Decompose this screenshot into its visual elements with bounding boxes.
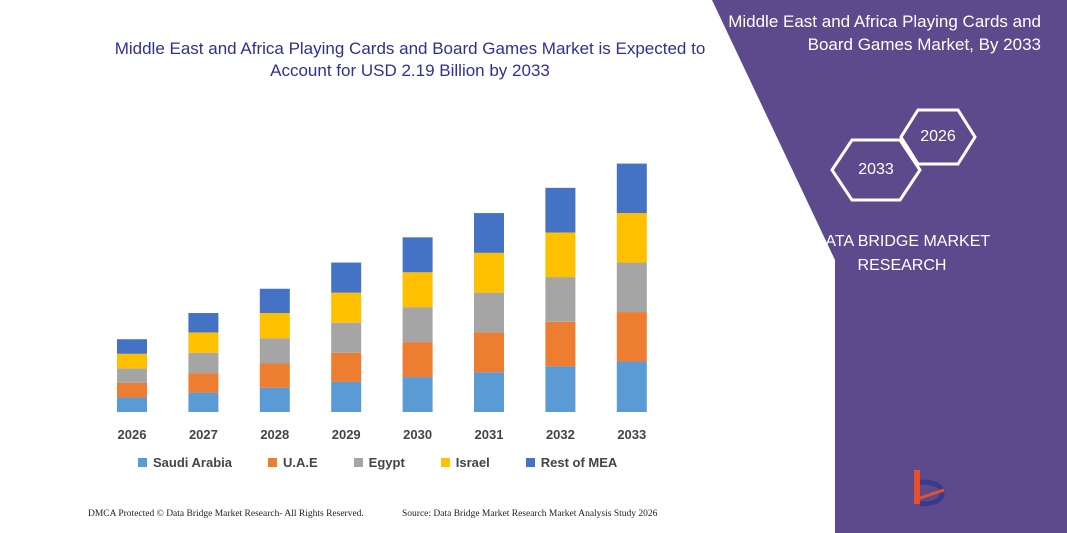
x-tick-label: 2028 [260, 427, 289, 442]
bar-2028-israel [259, 313, 290, 339]
bar-2031-saudi-arabia [474, 372, 504, 412]
x-tick-label: 2029 [332, 427, 361, 442]
legend-item: Saudi Arabia [138, 455, 232, 470]
bar-2027-u-a-e [188, 373, 219, 393]
bar-2032-israel [545, 232, 576, 278]
bar-2030-saudi-arabia [402, 377, 433, 412]
bar-2027-egypt [188, 352, 219, 374]
bar-2032-saudi-arabia [545, 366, 576, 412]
x-tick-label: 2033 [617, 427, 646, 442]
bar-2029-rest-of-mea [331, 262, 362, 293]
x-axis-ticks: 2026 2027 2028 2029 2030 2031 2032 2033 [118, 427, 647, 442]
hexagon-2026 [899, 108, 977, 166]
hexagon-2033 [830, 138, 922, 202]
legend-swatch [525, 458, 535, 467]
bar-2033-u-a-e [616, 312, 647, 362]
x-tick-label: 2026 [118, 427, 147, 442]
bars-layer [117, 163, 647, 412]
legend-label: Saudi Arabia [153, 455, 232, 470]
legend-swatch [267, 458, 277, 467]
bar-2027-rest-of-mea [188, 313, 219, 333]
legend-item: Rest of MEA [525, 455, 618, 470]
panel-brand: DATA BRIDGE MARKET RESEARCH [813, 233, 991, 274]
bar-2026-egypt [117, 368, 147, 383]
bar-2031-u-a-e [474, 332, 504, 373]
bar-2031-egypt [474, 292, 504, 333]
bar-2032-u-a-e [545, 321, 576, 367]
brand-logo-icon [913, 470, 945, 507]
legend-label: U.A.E [282, 455, 318, 470]
bar-2029-egypt [331, 322, 362, 353]
bar-2030-egypt [402, 307, 433, 343]
legend-swatch [138, 458, 147, 467]
legend-swatch [440, 458, 450, 467]
bar-2028-saudi-arabia [259, 387, 290, 412]
bar-2026-rest-of-mea [117, 339, 147, 354]
bar-2027-saudi-arabia [188, 392, 219, 412]
bar-2033-rest-of-mea [616, 163, 647, 214]
legend: Saudi Arabia U.A.E Egypt Israel Rest of MEA [138, 455, 653, 470]
bar-2026-israel [117, 353, 147, 369]
footer-left: DMCA Protected © Data Bridge Market Rese… [88, 509, 364, 519]
bar-2028-u-a-e [259, 363, 290, 388]
x-tick-label: 2031 [475, 427, 504, 442]
bar-2026-u-a-e [117, 382, 147, 398]
bar-2033-egypt [616, 262, 647, 313]
bar-2032-rest-of-mea [545, 187, 576, 233]
bar-2033-israel [616, 213, 647, 263]
legend-item: U.A.E [267, 455, 318, 470]
bar-2033-saudi-arabia [616, 361, 647, 412]
legend-label: Israel [455, 455, 490, 470]
bar-2029-u-a-e [331, 352, 362, 382]
x-tick-label: 2027 [189, 427, 218, 442]
x-tick-label: 2030 [403, 427, 432, 442]
bar-2028-egypt [259, 338, 290, 364]
side-panel [712, 0, 1067, 533]
bar-2027-israel [188, 332, 219, 353]
legend-label: Rest of MEA [540, 455, 618, 470]
bar-2029-saudi-arabia [331, 381, 362, 412]
bar-2032-egypt [545, 277, 576, 322]
chart-title: Middle East and Africa Playing Cards and… [114, 39, 706, 80]
hex-label-2026: 2026 [920, 128, 956, 145]
legend-item: Egypt [353, 455, 405, 470]
bar-2026-saudi-arabia [117, 397, 147, 412]
bar-2031-israel [474, 252, 504, 293]
legend-swatch [353, 458, 363, 467]
bar-2030-u-a-e [402, 342, 433, 378]
legend-item: Israel [440, 455, 490, 470]
bar-2030-rest-of-mea [402, 237, 433, 273]
bar-2029-israel [331, 292, 362, 323]
bar-2030-israel [402, 272, 433, 308]
bar-2031-rest-of-mea [474, 213, 504, 253]
legend-label: Egypt [368, 455, 405, 470]
x-tick-label: 2032 [546, 427, 575, 442]
hex-label-2033: 2033 [858, 161, 894, 178]
bar-2028-rest-of-mea [259, 288, 290, 314]
panel-title: Middle East and Africa Playing Cards and… [728, 12, 1041, 54]
footer-right: Source: Data Bridge Market Research Mark… [402, 509, 658, 519]
